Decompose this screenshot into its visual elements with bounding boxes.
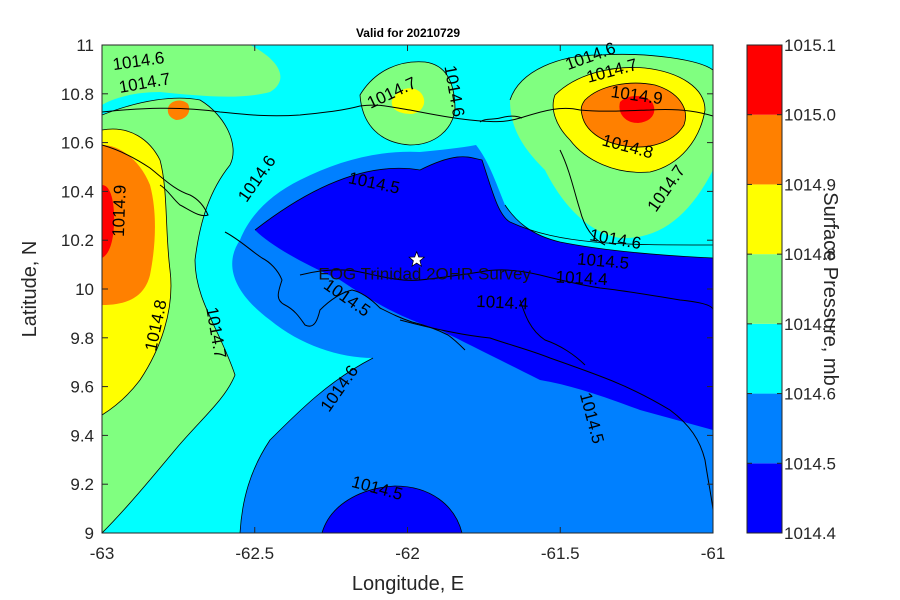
- level-band-1014-9-west: [102, 145, 155, 305]
- northeast-coast: [559, 149, 606, 246]
- y-tick-label: 9.8: [70, 329, 94, 348]
- level-band-1014-4-south: [322, 486, 462, 533]
- colorbar: 1014.4 1014.5 1014.6 1014.7 1014.8 1014.9 1015…: [746, 36, 836, 543]
- coastlines: [102, 104, 713, 511]
- y-tick-label: 9: [85, 524, 94, 543]
- colorbar-segment: [747, 393, 782, 464]
- x-tick-label: -61.5: [541, 544, 580, 563]
- survey-marker: EOG Trinidad 2OHR Survey: [318, 250, 531, 284]
- x-axis-label: Longitude, E: [352, 573, 464, 595]
- contour-fill: [102, 45, 713, 533]
- venezuela-north-coast: [102, 104, 713, 123]
- colorbar-tick-label: 1015.0: [784, 106, 836, 125]
- colorbar-tick-label: 1014.4: [784, 524, 836, 543]
- y-tick-label: 9.2: [70, 475, 94, 494]
- y-tick-label: 10: [75, 280, 94, 299]
- paria-peninsula-coast: [102, 144, 209, 217]
- y-tick-label: 10.2: [61, 231, 94, 250]
- y-tick-label: 11: [76, 36, 94, 55]
- x-tick-label: -61: [701, 544, 726, 563]
- y-axis-ticks: 9 9.2 9.4 9.6 9.8 10 10.2 10.4 10.6 10.8 11: [61, 36, 713, 543]
- level-band-1015-0-northeast: [619, 96, 655, 123]
- colorbar-segment: [747, 114, 782, 185]
- x-tick-label: -62: [395, 544, 420, 563]
- contour-lines: [102, 54, 713, 533]
- colorbar-frame: [746, 44, 783, 534]
- y-tick-label: 10.6: [61, 134, 94, 153]
- y-tick-label: 10.4: [61, 182, 94, 201]
- level-band-1014-8-north: [391, 88, 425, 114]
- colorbar-tick-label: 1014.8: [784, 245, 836, 264]
- colorbar-segment: [747, 323, 782, 394]
- level-band-1014-4-basin: [255, 156, 713, 430]
- y-tick-label: 9.4: [70, 426, 94, 445]
- y-tick-label: 9.6: [70, 378, 94, 397]
- x-tick-label: -62.5: [235, 544, 274, 563]
- survey-label: EOG Trinidad 2OHR Survey: [318, 265, 531, 284]
- colorbar-label: Surface Pressure, mb: [819, 192, 841, 385]
- colorbar-segment: [747, 254, 782, 324]
- gulf-of-paria-coast: [399, 319, 713, 511]
- level-band-1014-9-northwest: [167, 100, 190, 120]
- colorbar-tick-label: 1014.5: [784, 454, 836, 473]
- colorbar-segment: [747, 45, 782, 115]
- contour-label: 1014.9: [109, 185, 130, 238]
- contour-label: 1014.5: [576, 249, 629, 272]
- colorbar-tick-label: 1015.1: [784, 36, 836, 55]
- star-icon: [408, 250, 426, 268]
- colorbar-tick-label: 1014.7: [784, 315, 836, 334]
- x-tick-label: -63: [90, 544, 115, 563]
- y-axis-label: Latitude, N: [19, 241, 41, 338]
- colorbar-segment: [747, 184, 782, 255]
- trinidad-interior: [299, 269, 713, 311]
- colorbar-segment: [747, 463, 782, 533]
- level-band-1014-7-northwest: [102, 45, 281, 105]
- contour-label: 1014.4: [476, 292, 529, 314]
- northern-tributary: [479, 115, 523, 123]
- y-tick-label: 10.8: [61, 85, 94, 104]
- contour-label: 1014.4: [555, 267, 608, 289]
- colorbar-tick-label: 1014.9: [784, 175, 836, 194]
- colorbar-tick-label: 1014.6: [784, 385, 836, 404]
- x-axis-ticks: -63 -62.5 -62 -61.5 -61: [90, 45, 726, 563]
- chart-title: Valid for 20210729: [356, 26, 460, 40]
- orinoco-delta-coast: [519, 299, 586, 366]
- trinidad-west-coast: [224, 231, 466, 351]
